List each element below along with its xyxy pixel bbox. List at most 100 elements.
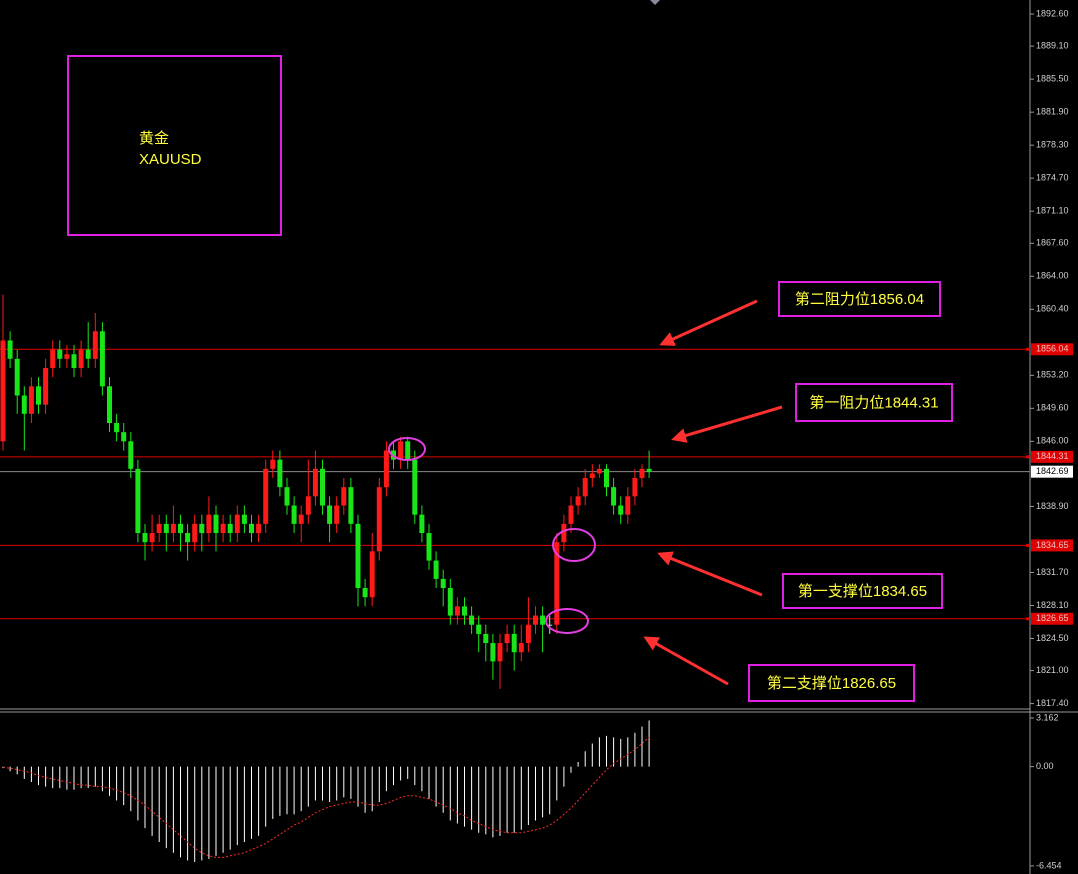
candle-body bbox=[107, 386, 112, 423]
candle-body bbox=[582, 478, 588, 497]
candle-body bbox=[490, 643, 496, 662]
candle-body bbox=[497, 643, 503, 662]
candle-body bbox=[454, 606, 460, 616]
candle-body bbox=[511, 633, 517, 653]
candle-body bbox=[178, 523, 183, 534]
candle-body bbox=[128, 441, 134, 469]
candle-body bbox=[28, 386, 34, 414]
level-tag bbox=[1031, 450, 1073, 463]
candle-body bbox=[277, 459, 283, 488]
level-marker bbox=[1026, 347, 1029, 351]
level-marker bbox=[1026, 617, 1029, 621]
logo-title: 黄金 bbox=[139, 130, 169, 147]
candle-body bbox=[85, 349, 91, 359]
candle-body bbox=[78, 349, 84, 368]
candle-body bbox=[156, 523, 162, 534]
candle-body bbox=[383, 450, 389, 488]
candle-body bbox=[0, 340, 6, 442]
candle-body bbox=[462, 606, 467, 616]
candle-body bbox=[71, 354, 77, 368]
arrow bbox=[643, 636, 729, 686]
candle-body bbox=[170, 523, 176, 534]
candle-body bbox=[227, 523, 233, 534]
arrow bbox=[659, 299, 758, 346]
annotation-box bbox=[782, 573, 943, 609]
candle-body bbox=[149, 533, 155, 543]
candle-body bbox=[43, 367, 49, 405]
candle-body bbox=[469, 615, 475, 625]
candle-body bbox=[327, 505, 333, 524]
y-tick-label: 0.00 bbox=[1036, 761, 1054, 771]
annotation: 第二支撑位1826.65 bbox=[767, 674, 896, 692]
candle-body bbox=[163, 523, 169, 534]
candle-body bbox=[589, 473, 595, 479]
candle-body bbox=[405, 441, 411, 460]
last-price-tag bbox=[1031, 465, 1073, 478]
candle-body bbox=[298, 514, 304, 524]
y-tick-label: 1860.40 bbox=[1036, 304, 1069, 314]
highlight-circle bbox=[388, 437, 426, 461]
level-label: 1856.04 bbox=[1036, 344, 1069, 354]
candle-body bbox=[398, 441, 404, 460]
candle-body bbox=[192, 523, 198, 543]
candle-body bbox=[348, 487, 354, 524]
candle-body bbox=[234, 514, 240, 534]
candle-body bbox=[547, 624, 553, 626]
y-tick-label: 1885.50 bbox=[1036, 74, 1069, 84]
candle-body bbox=[135, 468, 141, 534]
candle-body bbox=[256, 523, 262, 534]
y-tick-label: 1828.10 bbox=[1036, 600, 1069, 610]
candle-body bbox=[604, 468, 609, 488]
candle-body bbox=[440, 578, 446, 589]
candle-body bbox=[213, 514, 219, 534]
candle-body bbox=[185, 533, 191, 543]
arrow bbox=[671, 405, 783, 443]
y-tick-label: 1867.60 bbox=[1036, 238, 1069, 248]
candle-body bbox=[412, 459, 418, 515]
y-tick-label: 1874.70 bbox=[1036, 173, 1069, 183]
highlight-circle bbox=[552, 528, 596, 562]
y-tick-label: 1831.70 bbox=[1036, 567, 1069, 577]
candle-body bbox=[355, 523, 361, 589]
candle-body bbox=[241, 514, 247, 524]
y-tick-label: 1838.90 bbox=[1036, 501, 1069, 511]
candle-body bbox=[447, 588, 453, 616]
candle-body bbox=[50, 349, 56, 368]
candle-body bbox=[369, 551, 375, 598]
level-tag bbox=[1031, 612, 1073, 625]
candle-body bbox=[433, 560, 439, 579]
annotation: 第二阻力位1856.04 bbox=[795, 290, 924, 308]
last-price-label: 1842.69 bbox=[1036, 466, 1069, 476]
y-tick-label: 1878.30 bbox=[1036, 140, 1069, 150]
candle-body bbox=[575, 496, 581, 506]
level-tag bbox=[1031, 343, 1073, 356]
annotation-box bbox=[795, 383, 953, 422]
candle-body bbox=[270, 459, 276, 469]
logo-symbol: XAUUSD bbox=[139, 151, 202, 168]
candle-body bbox=[121, 432, 127, 442]
candle-body bbox=[596, 468, 602, 474]
candle-body bbox=[376, 487, 382, 552]
candle-body bbox=[57, 349, 63, 359]
candle-body bbox=[618, 505, 624, 515]
annotation-box bbox=[778, 281, 941, 317]
y-tick-label: 1864.00 bbox=[1036, 271, 1069, 281]
arrow bbox=[657, 551, 763, 597]
y-tick-label: -6.454 bbox=[1036, 860, 1062, 870]
logo-box bbox=[67, 55, 282, 236]
candle-body bbox=[533, 615, 538, 625]
candle-body bbox=[525, 624, 531, 644]
candle-body bbox=[142, 533, 148, 543]
level-label: 1844.31 bbox=[1036, 451, 1069, 461]
y-tick-label: 1817.40 bbox=[1036, 698, 1069, 708]
candle-body bbox=[36, 386, 41, 405]
candle-body bbox=[611, 487, 617, 506]
candle-body bbox=[504, 633, 510, 644]
annotation: 第一支撑位1834.65 bbox=[798, 582, 927, 600]
candle-body bbox=[334, 505, 340, 524]
candle-body bbox=[249, 523, 254, 534]
candle-body bbox=[114, 422, 120, 433]
candle-body bbox=[561, 523, 567, 543]
level-marker bbox=[1026, 543, 1029, 547]
